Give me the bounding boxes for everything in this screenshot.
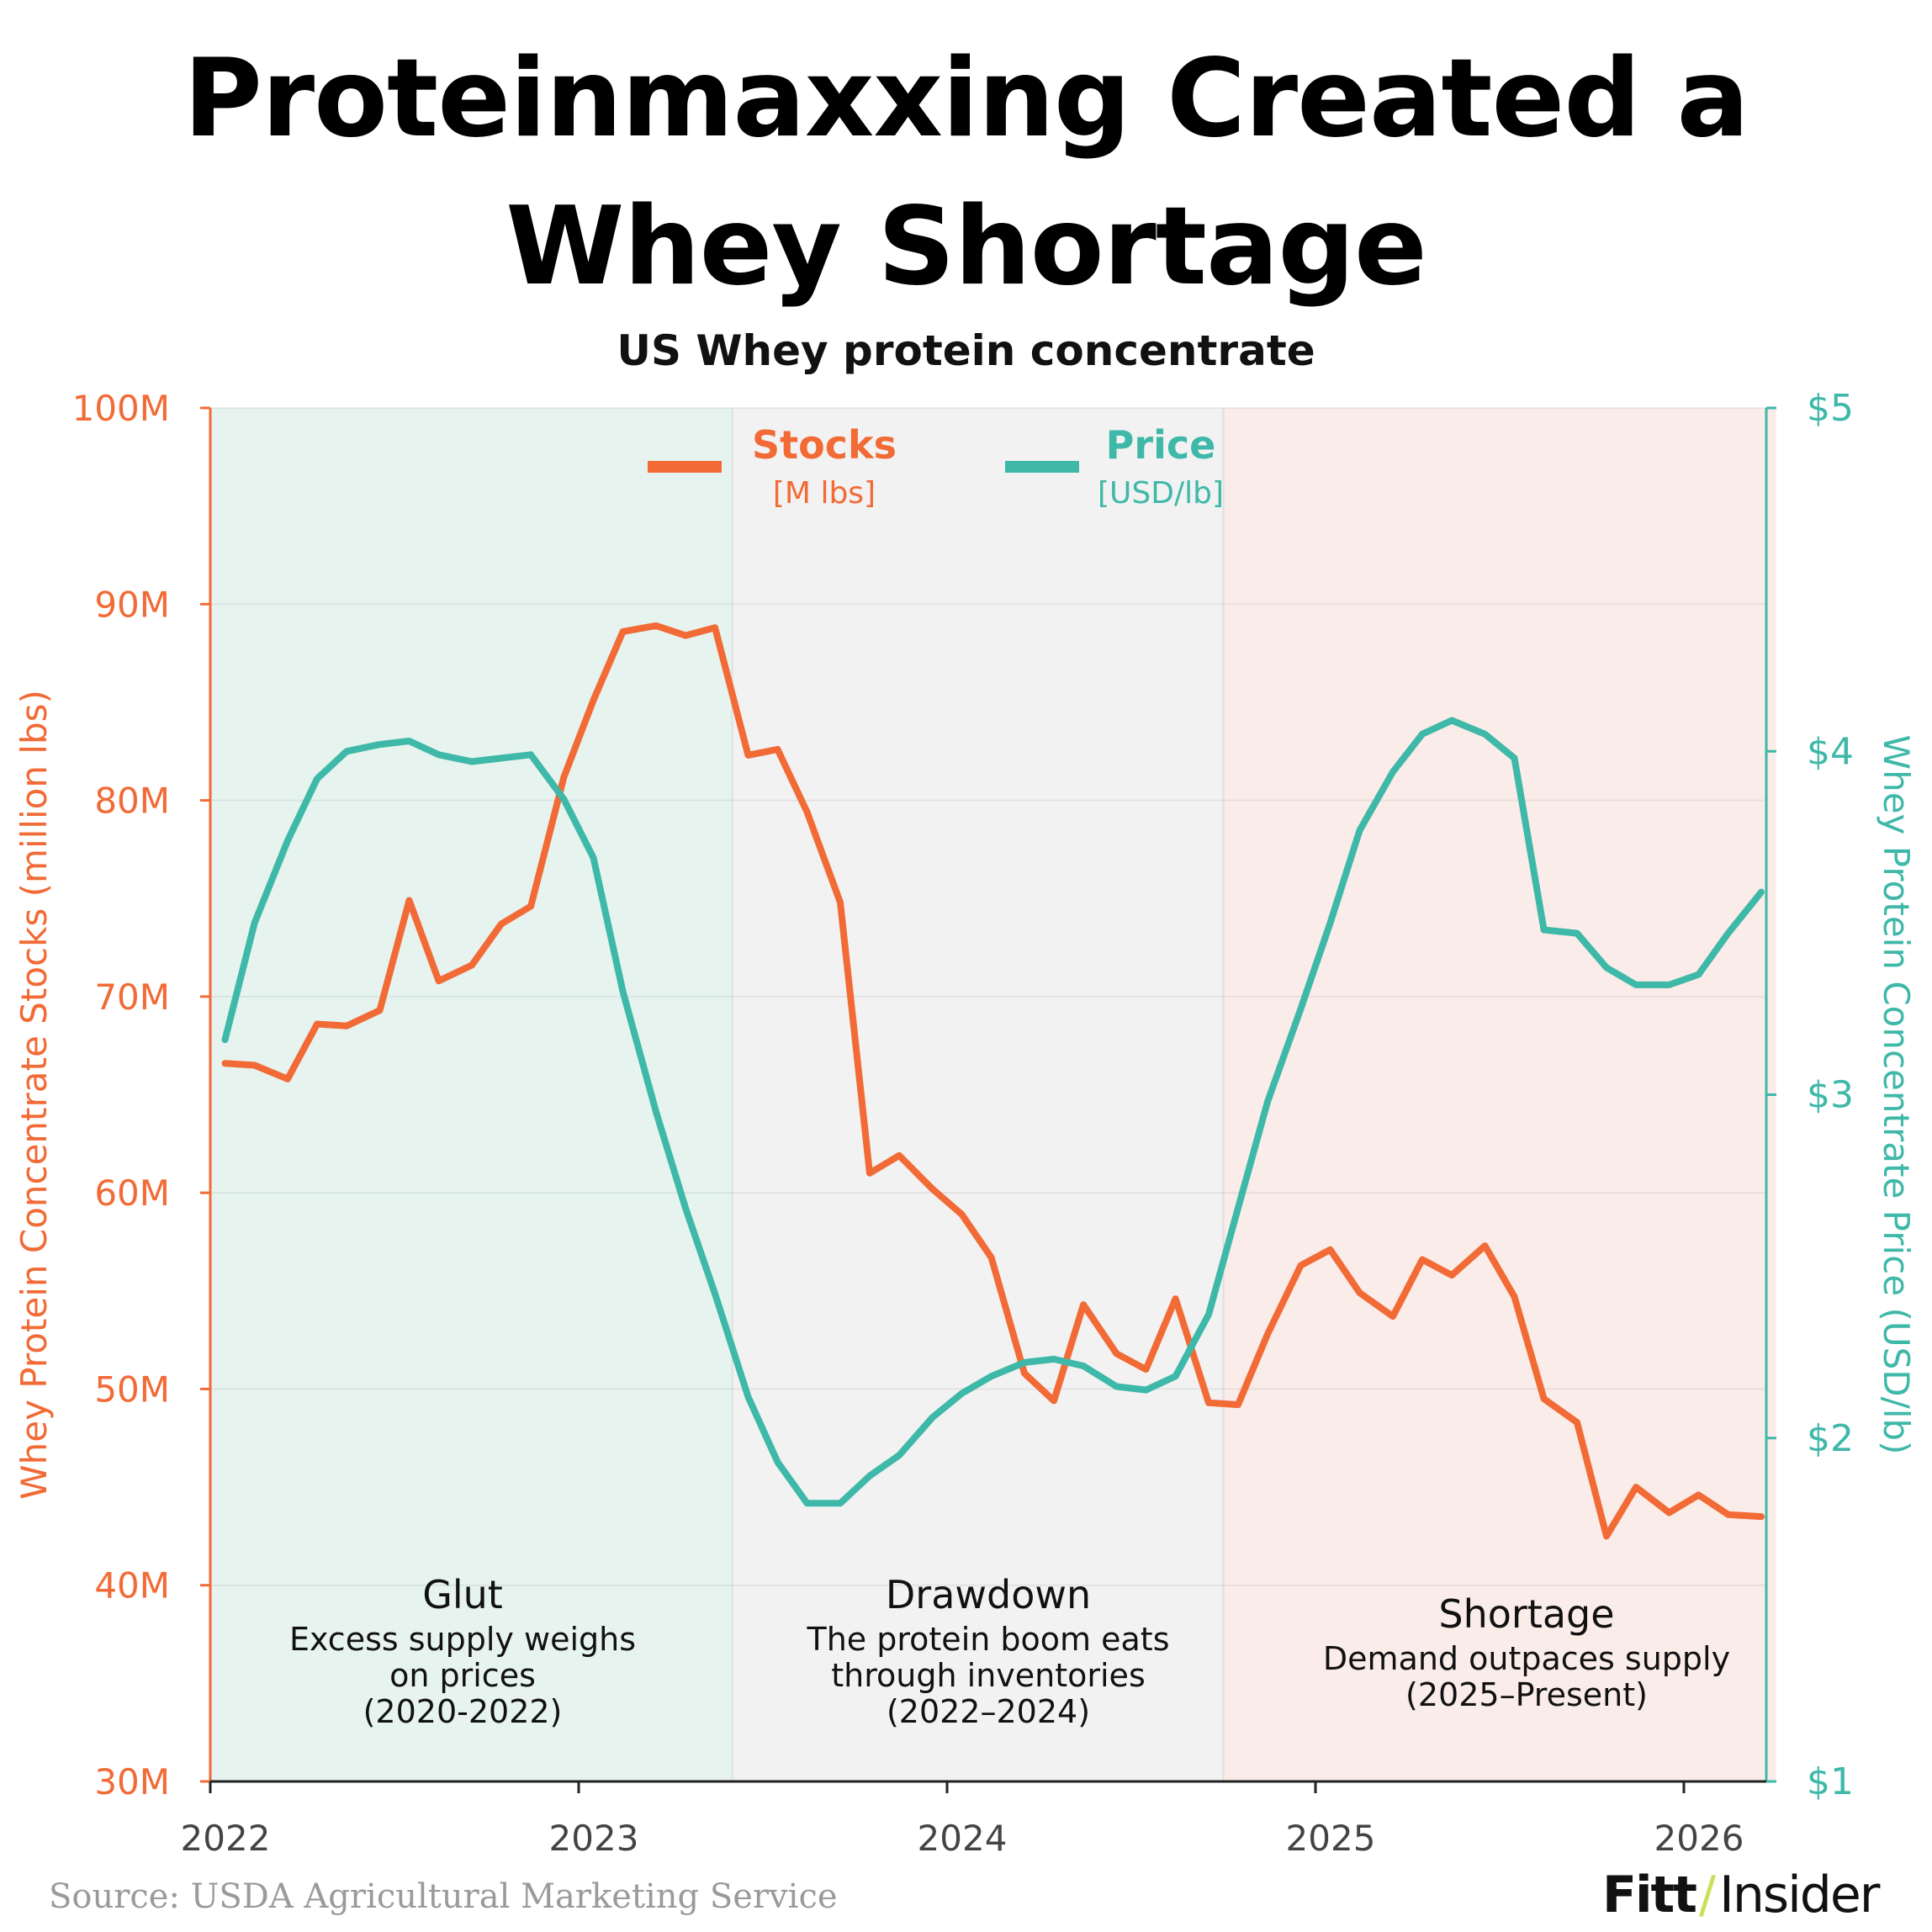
region-description: Excess supply weighs [289,1621,636,1658]
region-background-drawdown [732,408,1224,1781]
x-tick-label: 2022 [181,1818,271,1859]
legend-name-price: Price [1106,422,1216,468]
region-background-shortage [1223,408,1776,1781]
left-tick-label: 60M [94,1172,170,1214]
region-description: through inventories [831,1657,1146,1694]
region-label-glut: Glut [422,1572,503,1617]
x-tick-label: 2024 [918,1818,1008,1859]
left-axis-title: Whey Protein Concentrate Stocks (million… [13,690,55,1500]
fitt-insider-logo: Fitt/Insider [1602,1866,1880,1924]
logo-name: Insider [1719,1866,1880,1924]
series-line-price [221,717,1765,1507]
legend-unit-stocks: [M lbs] [773,476,876,511]
left-tick-label: 70M [94,977,170,1018]
right-tick-label: $3 [1807,1074,1854,1117]
left-tick-label: 40M [94,1565,170,1606]
x-tick-label: 2026 [1654,1818,1744,1859]
title-line-2: Whey Shortage [505,184,1427,310]
logo-brand: Fitt [1602,1866,1697,1924]
right-tick-label: $5 [1807,387,1854,430]
legend-unit-price: [USD/lb] [1098,476,1224,511]
legend-name-stocks: Stocks [752,422,897,468]
region-description: (2025–Present) [1405,1676,1648,1713]
region-description: (2020-2022) [363,1693,563,1730]
left-tick-label: 80M [94,781,170,822]
left-tick-label: 90M [94,584,170,625]
chart-title: Proteinmaxxing Created a Whey Shortage [0,25,1932,321]
left-tick-label: 100M [72,388,170,429]
region-background-glut [210,408,733,1781]
left-tick-label: 30M [94,1761,170,1802]
region-description: Demand outpaces supply [1323,1640,1730,1677]
region-label-drawdown: Drawdown [886,1572,1091,1617]
source-note: Source: USDA Agricultural Marketing Serv… [49,1877,838,1916]
region-label-shortage: Shortage [1438,1591,1614,1637]
logo-slash: / [1698,1866,1717,1924]
x-tick-label: 2023 [549,1818,639,1859]
left-tick-label: 50M [94,1368,170,1410]
series-line-stocks [221,622,1765,1540]
right-tick-label: $1 [1807,1760,1854,1803]
region-description: on prices [389,1657,536,1694]
x-tick-label: 2025 [1286,1818,1376,1859]
right-axis-title: Whey Protein Concentrate Price (USD/lb) [1876,735,1917,1455]
chart-subtitle: US Whey protein concentrate [617,326,1315,375]
region-description: The protein boom eats [807,1621,1170,1658]
right-tick-label: $2 [1807,1417,1854,1460]
title-line-1: Proteinmaxxing Created a [183,36,1749,161]
right-tick-label: $4 [1807,730,1854,773]
region-description: (2022–2024) [887,1693,1090,1730]
